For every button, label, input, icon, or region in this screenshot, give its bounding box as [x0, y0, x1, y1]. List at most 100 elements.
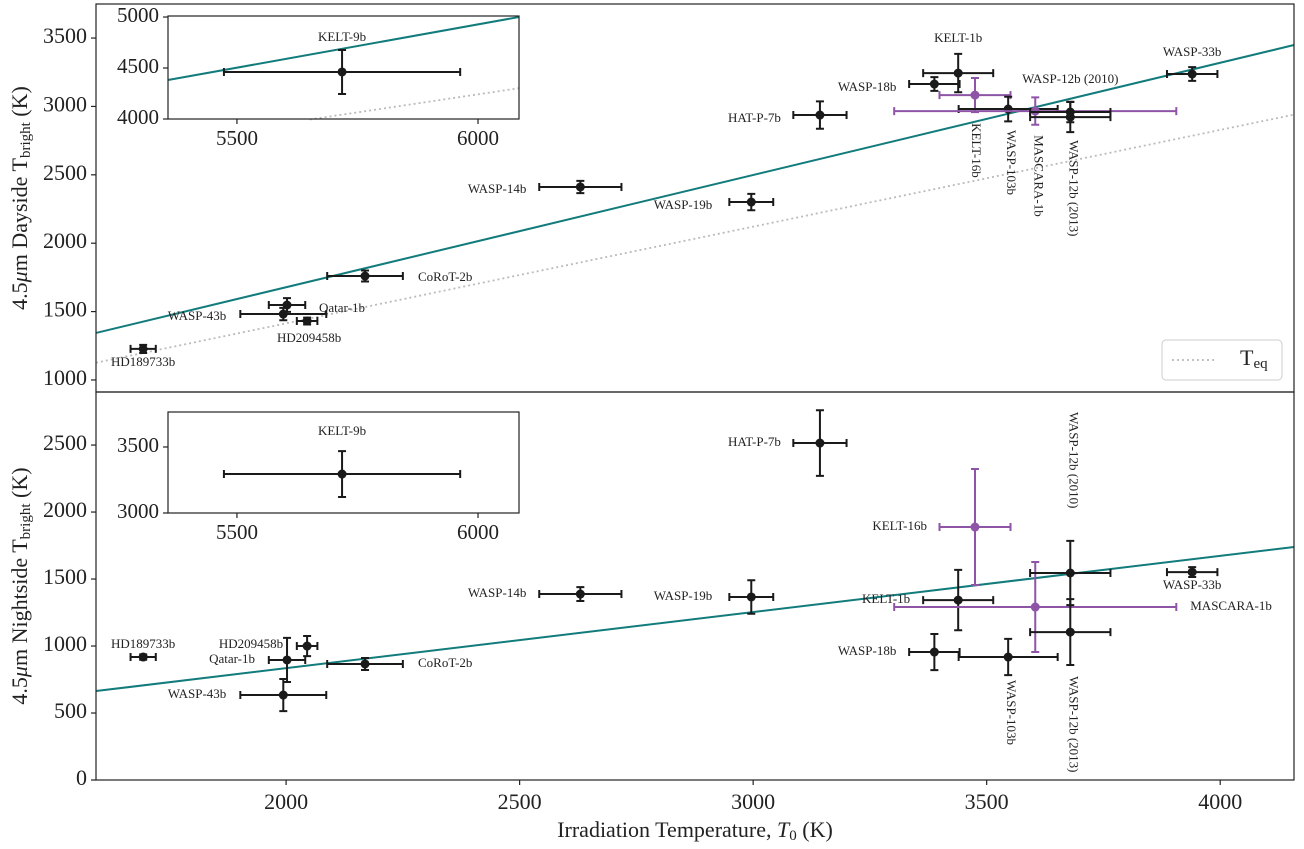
- y-tick-label: 2000: [43, 497, 87, 522]
- point-label: WASP-12b (2013): [1066, 676, 1081, 772]
- y-tick-label: 3500: [43, 23, 87, 48]
- point-label: MASCARA-1b: [1031, 135, 1046, 217]
- point: [1030, 602, 1040, 612]
- y-axis-label-part: 4.5: [7, 677, 32, 705]
- x-axis-label-part: 0: [789, 828, 797, 844]
- point: [970, 522, 980, 532]
- x-axis-label-part: (K): [797, 817, 833, 842]
- point-label: WASP-19b: [654, 197, 713, 212]
- point: [815, 438, 825, 448]
- point: [575, 589, 585, 599]
- teq-line: [309, 87, 520, 121]
- axes-frame: [95, 391, 1295, 781]
- y-tick-label: 1500: [43, 297, 87, 322]
- point: [1065, 112, 1075, 122]
- legend-label-part: T: [1240, 345, 1254, 370]
- point-label: KELT-16b: [872, 518, 927, 533]
- x-axis-label: Irradiation Temperature, T0 (K): [557, 817, 833, 844]
- point: [282, 655, 292, 665]
- x-tick-label: 2500: [498, 789, 542, 814]
- fit-line: [167, 16, 520, 82]
- point-label: CoRoT-2b: [418, 269, 472, 284]
- point: [746, 197, 756, 207]
- y-axis-label-part: μ: [7, 271, 32, 283]
- legend-label-part: eq: [1253, 356, 1268, 372]
- point-label: HD209458b: [219, 636, 283, 651]
- point-label: HD189733b: [111, 636, 175, 651]
- point-label: HD189733b: [111, 354, 175, 369]
- point-label: HAT-P-7b: [728, 110, 781, 125]
- y-tick-label: 2000: [43, 228, 87, 253]
- point: [138, 344, 148, 354]
- x-tick-label: 4000: [1198, 789, 1242, 814]
- y-tick-label: 4500: [117, 54, 159, 78]
- point: [575, 182, 585, 192]
- point: [1065, 568, 1075, 578]
- point: [360, 659, 370, 669]
- point-label: WASP-33b: [1163, 44, 1222, 59]
- point-label: WASP-12b (2013): [1066, 140, 1081, 236]
- point: [1003, 652, 1013, 662]
- point-label: HAT-P-7b: [728, 434, 781, 449]
- x-tick-label: 3500: [965, 789, 1009, 814]
- point-label: WASP-43b: [168, 308, 227, 323]
- point: [302, 316, 312, 326]
- point: [282, 300, 292, 310]
- legend-box: [1161, 339, 1283, 381]
- point-label: MASCARA-1b: [1190, 598, 1272, 613]
- fit-line: [95, 44, 1295, 334]
- point-label: KELT-9b: [318, 423, 366, 438]
- x-tick-label: 3000: [731, 789, 775, 814]
- point: [337, 67, 347, 77]
- y-tick-label: 5000: [117, 3, 159, 27]
- point-label: KELT-1b: [934, 30, 982, 45]
- fit-line: [95, 546, 1295, 693]
- point-label: WASP-14b: [468, 181, 527, 196]
- point-label: CoRoT-2b: [418, 655, 472, 670]
- point: [815, 110, 825, 120]
- point-label: WASP-33b: [1163, 577, 1222, 592]
- teq-line: [95, 113, 1295, 364]
- point: [360, 271, 370, 281]
- y-axis-label: 4.5μm Dayside Tbright (K): [7, 86, 34, 310]
- point: [746, 592, 756, 602]
- y-axis-label-part: bright: [18, 121, 34, 158]
- point: [953, 68, 963, 78]
- point: [970, 90, 980, 100]
- x-tick-label: 2000: [264, 789, 308, 814]
- y-tick-label: 2500: [43, 160, 87, 185]
- point: [302, 641, 312, 651]
- point: [1003, 104, 1013, 114]
- y-tick-label: 2500: [43, 430, 87, 455]
- y-tick-label: 3000: [117, 499, 159, 523]
- x-tick-label: 5500: [216, 126, 258, 150]
- y-axis-label-part: m Dayside T: [7, 157, 32, 271]
- y-axis-label-part: m Nightside T: [7, 539, 32, 666]
- point-label: WASP-14b: [468, 585, 527, 600]
- point-label: HD209458b: [277, 330, 341, 345]
- inset-bg: [168, 16, 519, 119]
- y-axis-label-part: (K): [7, 467, 32, 503]
- y-tick-label: 3500: [117, 433, 159, 457]
- y-tick-label: 1500: [43, 564, 87, 589]
- point: [953, 595, 963, 605]
- point-label: Qatar-1b: [209, 651, 255, 666]
- point-label: Qatar-1b: [319, 300, 365, 315]
- point: [1187, 69, 1197, 79]
- point: [1065, 627, 1075, 637]
- y-tick-label: 4000: [117, 105, 159, 129]
- point-label: WASP-103b: [1004, 130, 1019, 195]
- point-label: WASP-18b: [838, 79, 897, 94]
- y-tick-label: 1000: [43, 631, 87, 656]
- y-axis-label-part: μ: [7, 666, 32, 678]
- inset-frame: [167, 411, 520, 514]
- y-tick-label: 1000: [43, 365, 87, 390]
- y-tick-label: 500: [54, 698, 87, 723]
- point: [1187, 567, 1197, 577]
- y-axis-label-part: bright: [18, 503, 34, 540]
- point-label: WASP-12b (2010): [1066, 412, 1081, 508]
- x-tick-label: 5500: [216, 520, 258, 544]
- point-label: WASP-103b: [1004, 680, 1019, 745]
- x-axis-label-part: Irradiation Temperature,: [557, 817, 777, 842]
